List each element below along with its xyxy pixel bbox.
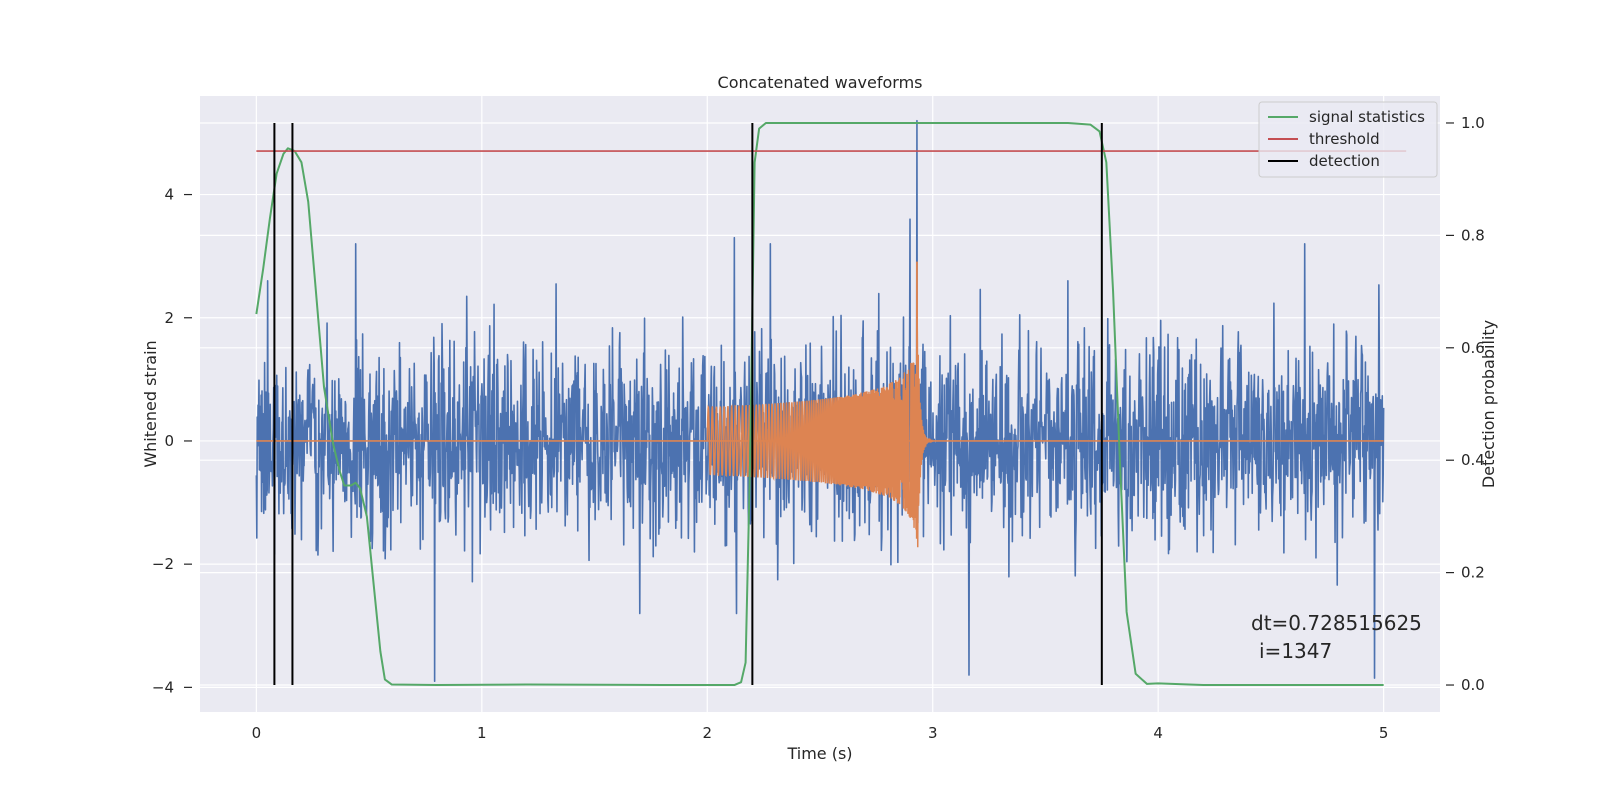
chart-title: Concatenated waveforms <box>718 73 923 92</box>
legend-label-detection: detection <box>1309 152 1380 170</box>
legend-box <box>1258 101 1438 178</box>
y-tick-label-left: −2 <box>152 555 174 573</box>
axes: 0 1 2 3 4 5 −4 −2 0 2 4 0.0 0.2 0.4 0.6 0.8 1.0 <box>152 114 1485 742</box>
legend-label-signal-statistics: signal statistics <box>1309 108 1425 126</box>
x-tick-label: 5 <box>1379 724 1389 742</box>
y-tick-label-right: 0.2 <box>1461 564 1485 582</box>
y-tick-label-left: −4 <box>152 678 174 696</box>
series-waveform <box>706 261 934 548</box>
y-tick-label-left: 4 <box>164 186 174 204</box>
x-tick-label: 1 <box>477 724 487 742</box>
y-tick-label-left: 0 <box>164 432 174 450</box>
y-tick-label-right: 0.6 <box>1461 339 1485 357</box>
y-axis-label-right: Detection probability <box>1479 320 1498 488</box>
x-tick-label: 0 <box>252 724 262 742</box>
series-signal-statistics <box>255 121 1384 687</box>
y-tick-label-right: 0.4 <box>1461 451 1485 469</box>
y-tick-label-left: 2 <box>164 309 174 327</box>
x-tick-label: 4 <box>1153 724 1163 742</box>
x-axis-label: Time (s) <box>786 744 852 763</box>
y-tick-label-right: 0.8 <box>1461 226 1485 244</box>
y-axis-label-left: Whitened strain <box>141 340 160 467</box>
x-tick-label: 2 <box>702 724 712 742</box>
annotation-i: i=1347 <box>1259 639 1332 663</box>
y-tick-label-right: 0.0 <box>1461 676 1485 694</box>
annotation-dt: dt=0.728515625 <box>1251 611 1422 635</box>
annotation: dt=0.728515625 i=1347 <box>1251 611 1422 663</box>
x-tick-label: 3 <box>928 724 938 742</box>
legend-label-threshold: threshold <box>1309 130 1380 148</box>
y-tick-label-right: 1.0 <box>1461 114 1485 132</box>
legend: signal statistics threshold detection <box>1258 101 1438 178</box>
